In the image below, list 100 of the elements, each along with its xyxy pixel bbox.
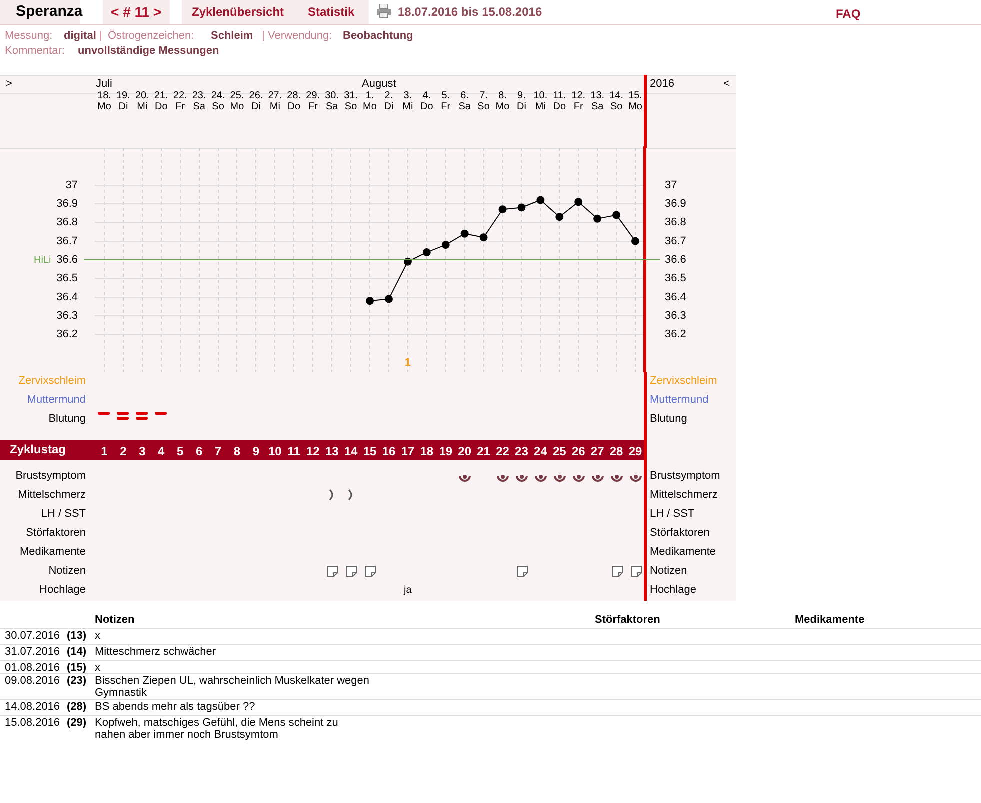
x-tick-label: 18. Mo xyxy=(98,90,112,112)
x2-tick-label: 19 xyxy=(439,444,453,459)
x2-tick-label: 9 xyxy=(252,444,260,459)
text: FAQ xyxy=(836,7,861,21)
x2-tick-label: 23 xyxy=(515,444,529,459)
y2-tick-label: 36.8 xyxy=(665,216,686,229)
text: Statistik xyxy=(294,0,369,24)
text: 15.08.2016 xyxy=(5,717,60,729)
y-tick-label: 37 xyxy=(66,179,78,192)
text: < xyxy=(724,78,730,90)
x-tick-label: 13. Sa xyxy=(590,90,605,112)
text: unvollständige Messungen xyxy=(78,45,220,57)
y2-tick-label: 36.5 xyxy=(665,272,686,285)
text: (23) xyxy=(67,675,87,687)
text: | xyxy=(262,30,265,42)
x2-tick-label: 29 xyxy=(628,444,643,459)
text: Kopfweh, matschiges Gefühl, die Mens scheint zu nahen aber immer noch Brustsymtom xyxy=(95,717,340,741)
text: Zyklenübersicht xyxy=(182,0,294,24)
x2-tick-label: 12 xyxy=(306,444,320,459)
y2-tick-label: 36.2 xyxy=(665,328,686,341)
text: Speranza xyxy=(16,3,83,20)
x2-tick-label: 24 xyxy=(534,444,548,459)
y-tick-label: 36.5 xyxy=(56,272,78,285)
x-tick-label: 2. Di xyxy=(384,90,394,112)
text: Hochlage xyxy=(650,584,696,596)
text: Medikamente xyxy=(18,546,86,558)
text: Mittelschmerz xyxy=(17,489,86,501)
x-tick-label: 27. Mi xyxy=(268,90,282,112)
y-tick-label: 36.9 xyxy=(56,198,78,210)
text: digital xyxy=(64,30,96,42)
x2-tick-label: 18 xyxy=(420,444,434,459)
x2-tick-label: 2 xyxy=(120,444,128,459)
x-tick-label: 19. Di xyxy=(116,90,130,112)
text: August xyxy=(362,78,396,90)
x-tick-label: 22. Fr xyxy=(173,90,188,112)
text: (14) xyxy=(67,646,87,658)
text: 01.08.2016 xyxy=(5,662,60,674)
x2-tick-label: 27 xyxy=(590,444,605,459)
y-tick-label: 36.4 xyxy=(56,291,78,304)
text: Medikamente xyxy=(795,614,865,626)
y-tick-label: 36.2 xyxy=(56,328,78,341)
text: Mitteschmerz schwächer xyxy=(95,646,218,658)
text: Zervixschleim xyxy=(650,375,718,387)
x-tick-label: 20. Mi xyxy=(135,90,150,112)
text: Messung: xyxy=(5,30,53,42)
ref-line-label: HiLi xyxy=(34,254,52,266)
text: 30.07.2016 xyxy=(5,630,60,642)
y-tick-label: 36.8 xyxy=(56,216,78,229)
text: Verwendung: xyxy=(268,30,332,42)
x2-tick-label: 16 xyxy=(382,444,396,459)
x2-tick-label: 14 xyxy=(344,444,358,459)
x-tick-label: 26. Di xyxy=(249,90,264,112)
x-tick-label: 1. Mo xyxy=(363,90,378,112)
y2-tick-label: 37 xyxy=(665,179,678,192)
text: x xyxy=(95,630,102,642)
x2-tick-label: 21 xyxy=(477,444,491,459)
text: Östrogenzeichen: xyxy=(108,30,194,42)
text: | xyxy=(99,30,102,42)
x2-tick-label: 1 xyxy=(101,444,108,459)
text: Hochlage xyxy=(38,584,86,596)
x-tick-label: 5. Fr xyxy=(441,90,452,112)
x-tick-label: 30. Sa xyxy=(325,90,340,112)
text: 2016 xyxy=(650,78,674,90)
text: Blutung xyxy=(650,413,688,425)
x-tick-label: 12. Fr xyxy=(572,90,586,112)
y-tick-label: 36.6 xyxy=(56,254,78,266)
text: Bisschen Ziepen UL, wahrscheinlich Muskelkater wegen Gymnastik xyxy=(95,675,370,699)
x-tick-label: 28. Do xyxy=(287,90,302,112)
text: Kommentar: xyxy=(5,45,65,57)
text: Störfaktoren xyxy=(650,527,710,539)
text: Störfaktoren xyxy=(25,527,86,539)
text: (13) xyxy=(67,630,87,642)
x-tick-label: 31. So xyxy=(344,90,358,112)
x-tick-label: 29. Fr xyxy=(306,90,320,112)
text: (29) xyxy=(67,717,87,729)
x-tick-label: 6. Sa xyxy=(458,90,472,112)
text: 09.08.2016 xyxy=(5,675,60,687)
y2-tick-label: 36.4 xyxy=(665,291,686,304)
x2-tick-label: 10 xyxy=(268,444,282,459)
x-tick-label: 9. Di xyxy=(517,90,526,112)
x2-tick-label: 20 xyxy=(458,444,472,459)
x2-tick-label: 22 xyxy=(496,444,510,459)
text: Muttermund xyxy=(26,394,86,406)
text: (15) xyxy=(67,662,87,674)
x2-tick-label: 13 xyxy=(325,444,340,459)
x-tick-label: 24. So xyxy=(211,90,226,112)
text: Notizen xyxy=(48,565,86,577)
text: Juli xyxy=(96,78,113,90)
text: 31.07.2016 xyxy=(5,646,60,658)
x-tick-label: 3. Mi xyxy=(402,90,414,112)
x2-tick-label: 7 xyxy=(214,444,222,459)
text: < # 11 > xyxy=(103,0,170,24)
x-tick-label: 25. Mo xyxy=(230,90,245,112)
text: Muttermund xyxy=(650,394,709,406)
text: Notizen xyxy=(650,565,688,577)
x2-tick-label: 15 xyxy=(363,444,377,459)
x2-tick-label: 8 xyxy=(234,444,241,459)
x-tick-label: 7. So xyxy=(478,90,490,112)
y-tick-label: 36.7 xyxy=(56,235,78,248)
text: 18.07.2016 bis 15.08.2016 xyxy=(398,5,542,19)
